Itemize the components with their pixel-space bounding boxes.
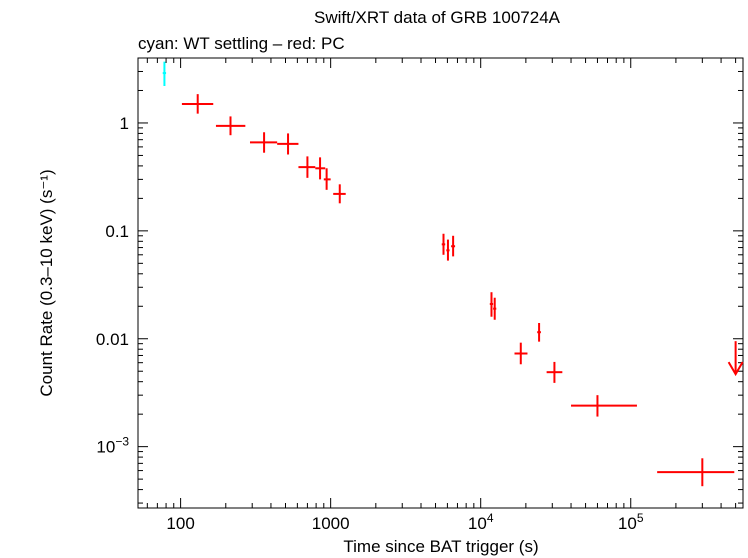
x-tick-label: 100 [166,514,194,533]
data-marks [162,61,744,487]
axis-ticks [138,57,743,508]
x-tick-label: 1000 [312,514,350,533]
upper-limit-arrowhead [727,361,744,377]
y-tick-label: 0.01 [96,330,129,349]
y-tick-label: 0.1 [105,222,129,241]
y-axis-label: Count Rate (0.3–10 keV) (s⁻¹) [37,169,56,396]
x-tick-label: 105 [618,511,644,533]
plot-frame [137,57,744,509]
chart-subtitle: cyan: WT settling – red: PC [138,34,345,53]
y-tick-label: 10−3 [96,435,129,457]
chart-title: Swift/XRT data of GRB 100724A [314,8,561,27]
x-tick-label: 104 [468,511,494,533]
axis-tick-labels: 100 1000 104 105 1 0.1 0.01 10−3 [96,114,644,533]
x-axis-label: Time since BAT trigger (s) [343,537,538,556]
y-tick-label: 1 [120,114,129,133]
